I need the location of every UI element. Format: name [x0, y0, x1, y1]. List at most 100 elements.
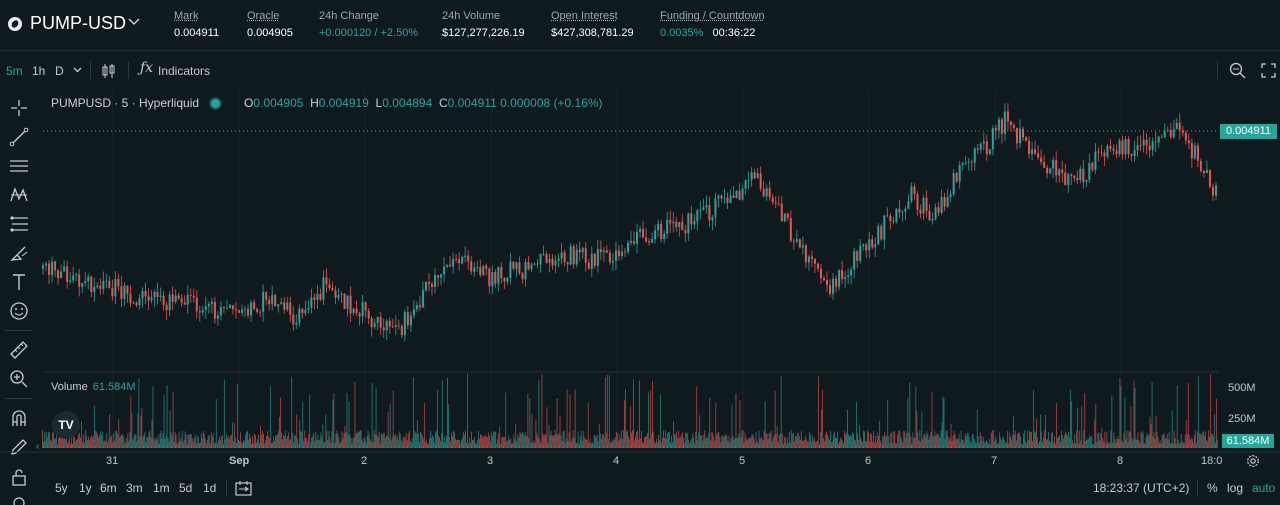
range-1y[interactable]: 1y — [79, 481, 92, 495]
candle-body — [1052, 160, 1055, 169]
tradingview-logo[interactable]: TV — [52, 411, 80, 439]
volume-bar — [799, 439, 801, 448]
trend-line-icon[interactable] — [9, 127, 29, 147]
interval-5m[interactable]: 5m — [6, 64, 23, 78]
symbol-selector[interactable]: PUMP-USD — [30, 13, 127, 33]
volume-bar — [941, 422, 943, 448]
range-1d[interactable]: 1d — [203, 481, 217, 495]
collapse-toolbar-icon[interactable]: ‹ — [36, 441, 40, 452]
horizontal-lines-icon[interactable] — [9, 156, 29, 176]
stat-label[interactable]: Oracle — [247, 10, 280, 22]
candle-body — [72, 275, 75, 281]
volume-bar — [943, 398, 945, 448]
range-5d[interactable]: 5d — [179, 481, 193, 495]
volume-bar — [228, 439, 230, 448]
volume-bar — [764, 401, 766, 448]
volume-bar — [907, 398, 909, 448]
volume-bar — [802, 440, 804, 448]
range-6m[interactable]: 6m — [100, 481, 117, 495]
volume-bar — [489, 436, 491, 448]
brush-icon[interactable] — [9, 243, 29, 263]
stat-label[interactable]: Open Interest — [551, 10, 618, 22]
volume-bar — [464, 434, 465, 448]
volume-bar — [608, 375, 610, 448]
indicators-button[interactable]: Indicators — [158, 64, 211, 78]
candle-body — [982, 141, 985, 144]
volume-bar — [972, 433, 974, 448]
ohlc-values: O0.004905 H0.004919 L0.004894 C0.004911 … — [244, 96, 603, 110]
volume-bar — [767, 439, 769, 448]
volume-bar — [534, 442, 536, 448]
candle-body — [1006, 111, 1009, 122]
range-1m[interactable]: 1m — [153, 481, 170, 495]
lock-icon[interactable] — [9, 467, 29, 487]
volume-bar — [288, 432, 290, 448]
candles-icon[interactable] — [101, 63, 117, 79]
volume-bar — [979, 432, 981, 448]
volume-bar — [718, 432, 720, 448]
magnet-icon[interactable] — [9, 408, 29, 428]
text-icon[interactable] — [9, 272, 29, 292]
log-toggle[interactable]: log — [1227, 481, 1244, 495]
chevron-down-icon[interactable] — [128, 18, 140, 26]
volume-bar — [271, 443, 272, 448]
emoji-icon[interactable] — [9, 301, 29, 321]
range-5y[interactable]: 5y — [55, 481, 68, 495]
volume-bar — [1153, 432, 1155, 448]
stat-label[interactable]: Funding / Countdown — [660, 10, 765, 22]
volume-bar — [317, 434, 319, 448]
date-range-icon[interactable] — [235, 480, 252, 496]
symbol-legend[interactable]: PUMPUSD · 5 · Hyperliquid — [51, 96, 200, 110]
volume-bar — [507, 440, 509, 448]
volume-bar — [344, 426, 346, 448]
volume-bar — [1184, 434, 1186, 448]
fullscreen-icon[interactable] — [1261, 63, 1276, 78]
candle-body — [343, 293, 346, 309]
pencil-lock-icon[interactable] — [9, 437, 29, 457]
volume-bar — [150, 437, 152, 448]
settings-gear-icon[interactable] — [1246, 454, 1260, 468]
chevron-down-icon[interactable] — [73, 67, 82, 73]
zoom-search-icon[interactable] — [1229, 62, 1247, 80]
volume-bar — [1171, 410, 1173, 448]
volume-bar — [55, 438, 56, 448]
interval-d[interactable]: D — [55, 64, 64, 78]
time-tick: 4 — [613, 455, 620, 467]
fib-icon[interactable] — [9, 214, 29, 234]
volume-bar — [1179, 442, 1181, 448]
volume-bar — [542, 433, 544, 448]
zoom-in-icon[interactable] — [9, 369, 29, 389]
volume-bar — [713, 436, 715, 448]
crosshair-icon[interactable] — [9, 98, 29, 118]
volume-bar — [577, 431, 579, 448]
volume-bar — [1211, 433, 1213, 448]
volume-bar — [83, 434, 85, 448]
pattern-icon[interactable] — [9, 185, 29, 205]
range-3m[interactable]: 3m — [126, 481, 143, 495]
candle-body — [473, 267, 476, 272]
volume-bar — [694, 443, 696, 448]
volume-bar — [101, 434, 103, 448]
auto-toggle[interactable]: auto — [1252, 481, 1276, 495]
volume-bar — [373, 430, 375, 448]
eye-icon[interactable] — [9, 495, 29, 505]
candle-body — [964, 162, 967, 164]
volume-bar — [533, 440, 535, 448]
interval-1h[interactable]: 1h — [32, 64, 46, 78]
volume-bar — [708, 432, 710, 448]
ruler-icon[interactable] — [9, 340, 29, 360]
fx-icon[interactable]: ƒx — [140, 60, 154, 76]
volume-bar — [751, 434, 753, 448]
candle-body — [696, 210, 699, 222]
volume-label[interactable]: Volume — [51, 381, 88, 393]
clock-timezone[interactable]: 18:23:37 (UTC+2) — [1093, 481, 1190, 495]
time-tick: 8 — [1117, 455, 1124, 467]
volume-bar — [837, 431, 838, 448]
volume-bar — [719, 436, 721, 448]
volume-bar — [93, 435, 95, 448]
stat-label[interactable]: Mark — [174, 10, 199, 22]
volume-bar — [749, 438, 751, 448]
candle-body — [1106, 146, 1109, 157]
percent-toggle[interactable]: % — [1207, 481, 1218, 495]
